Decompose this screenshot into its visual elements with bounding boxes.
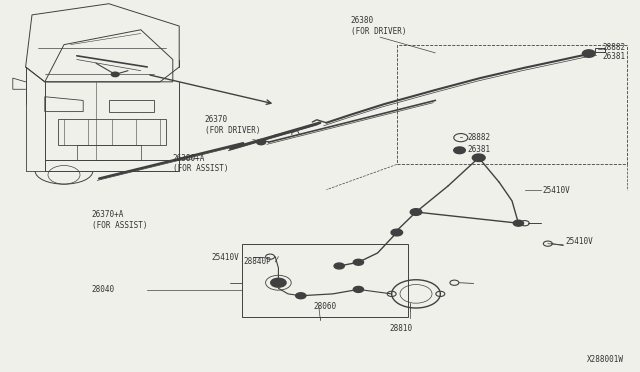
Circle shape [111,72,119,77]
Bar [242,244,408,317]
Circle shape [472,154,485,161]
Bar [58,119,166,145]
Circle shape [271,278,286,287]
Text: 25410V: 25410V [211,253,239,262]
Text: 28840P: 28840P [243,257,271,266]
Text: 28882: 28882 [603,44,626,52]
Text: 26381: 26381 [467,145,490,154]
Text: 25410V: 25410V [543,186,570,195]
Circle shape [410,209,422,215]
Circle shape [296,293,306,299]
Text: 26381: 26381 [603,52,626,61]
Circle shape [513,220,524,226]
Text: X288001W: X288001W [587,355,624,364]
Text: 26370+A
(FOR ASSIST): 26370+A (FOR ASSIST) [92,211,147,230]
Circle shape [587,51,593,55]
Text: 25410V: 25410V [566,237,593,246]
Text: 26380+A
(FOR ASSIST): 26380+A (FOR ASSIST) [173,154,228,173]
Text: 28882: 28882 [467,133,490,142]
Circle shape [334,263,344,269]
Text: 26380
(FOR DRIVER): 26380 (FOR DRIVER) [351,16,406,36]
Circle shape [454,147,465,154]
Circle shape [582,50,595,57]
Circle shape [391,229,403,236]
Bar [397,45,627,164]
Circle shape [353,286,364,292]
Circle shape [353,259,364,265]
Text: 28060: 28060 [314,302,337,311]
Text: 26370
(FOR DRIVER): 26370 (FOR DRIVER) [205,115,260,135]
Circle shape [257,140,266,145]
Text: 28810: 28810 [389,324,412,333]
Text: 28040: 28040 [92,285,115,294]
Bar [77,145,141,160]
